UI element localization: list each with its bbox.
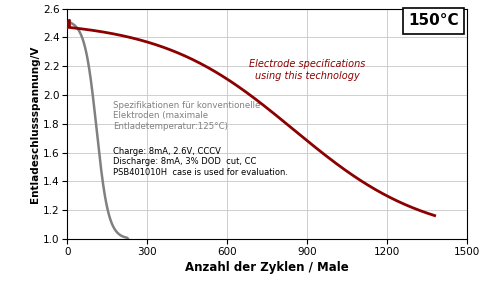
Text: Charge: 8mA, 2.6V, CCCV
Discharge: 8mA, 3% DOD  cut, CC
PSB401010H  case is used: Charge: 8mA, 2.6V, CCCV Discharge: 8mA, …	[113, 147, 288, 177]
Text: Spezifikationen für konventionelle
Elektroden (maximale
Entladetemperatur:125°C): Spezifikationen für konventionelle Elekt…	[113, 101, 260, 130]
Text: 150°C: 150°C	[407, 13, 457, 28]
Text: Electrode specifications
using this technology: Electrode specifications using this tech…	[248, 59, 364, 81]
Y-axis label: Entladeschlussspannung/V: Entladeschlussspannung/V	[30, 45, 40, 202]
X-axis label: Anzahl der Zyklen / Male: Anzahl der Zyklen / Male	[185, 261, 348, 274]
